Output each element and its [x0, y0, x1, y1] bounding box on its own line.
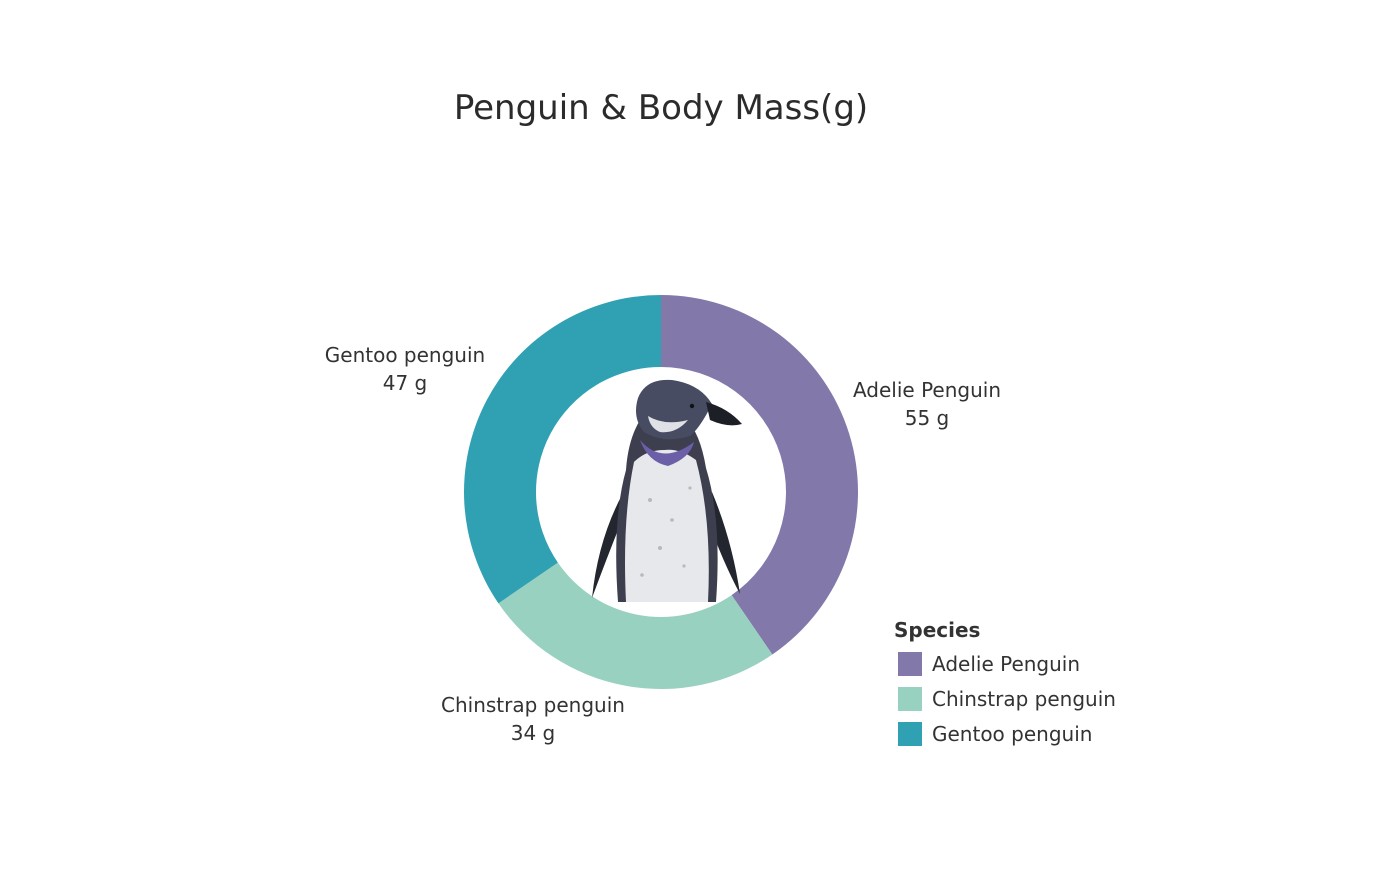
- legend: Species Adelie Penguin Chinstrap penguin…: [894, 618, 1116, 751]
- slice-label-name: Chinstrap penguin: [441, 693, 625, 717]
- slice-label-adelie: Adelie Penguin 55 g: [850, 376, 1004, 432]
- legend-swatch: [898, 686, 922, 711]
- slice-label-value: 34 g: [510, 721, 556, 745]
- slice-adelie-penguin[interactable]: [661, 295, 858, 655]
- slice-gentoo-penguin[interactable]: [463, 295, 661, 604]
- legend-swatch: [898, 721, 922, 746]
- legend-item-gentoo[interactable]: Gentoo penguin: [894, 716, 1116, 751]
- slice-label-chinstrap: Chinstrap penguin 34 g: [436, 691, 630, 747]
- slice-label-name: Adelie Penguin: [852, 378, 1002, 402]
- slice-label-name: Gentoo penguin: [324, 343, 486, 367]
- chart-title: Penguin & Body Mass(g): [453, 88, 869, 128]
- legend-item-adelie[interactable]: Adelie Penguin: [894, 646, 1116, 681]
- slices-group: [463, 295, 858, 689]
- slice-label-value: 55 g: [904, 406, 950, 430]
- penguin-image: [592, 379, 742, 602]
- legend-item-chinstrap[interactable]: Chinstrap penguin: [894, 681, 1116, 716]
- legend-title: Species: [894, 618, 981, 642]
- slice-label-gentoo: Gentoo penguin 47 g: [322, 341, 488, 397]
- legend-label: Chinstrap penguin: [932, 686, 1116, 711]
- slice-chinstrap-penguin[interactable]: [498, 562, 773, 689]
- legend-label: Adelie Penguin: [932, 651, 1081, 676]
- slice-label-value: 47 g: [382, 371, 428, 395]
- legend-swatch: [898, 651, 922, 676]
- legend-label: Gentoo penguin: [932, 721, 1093, 746]
